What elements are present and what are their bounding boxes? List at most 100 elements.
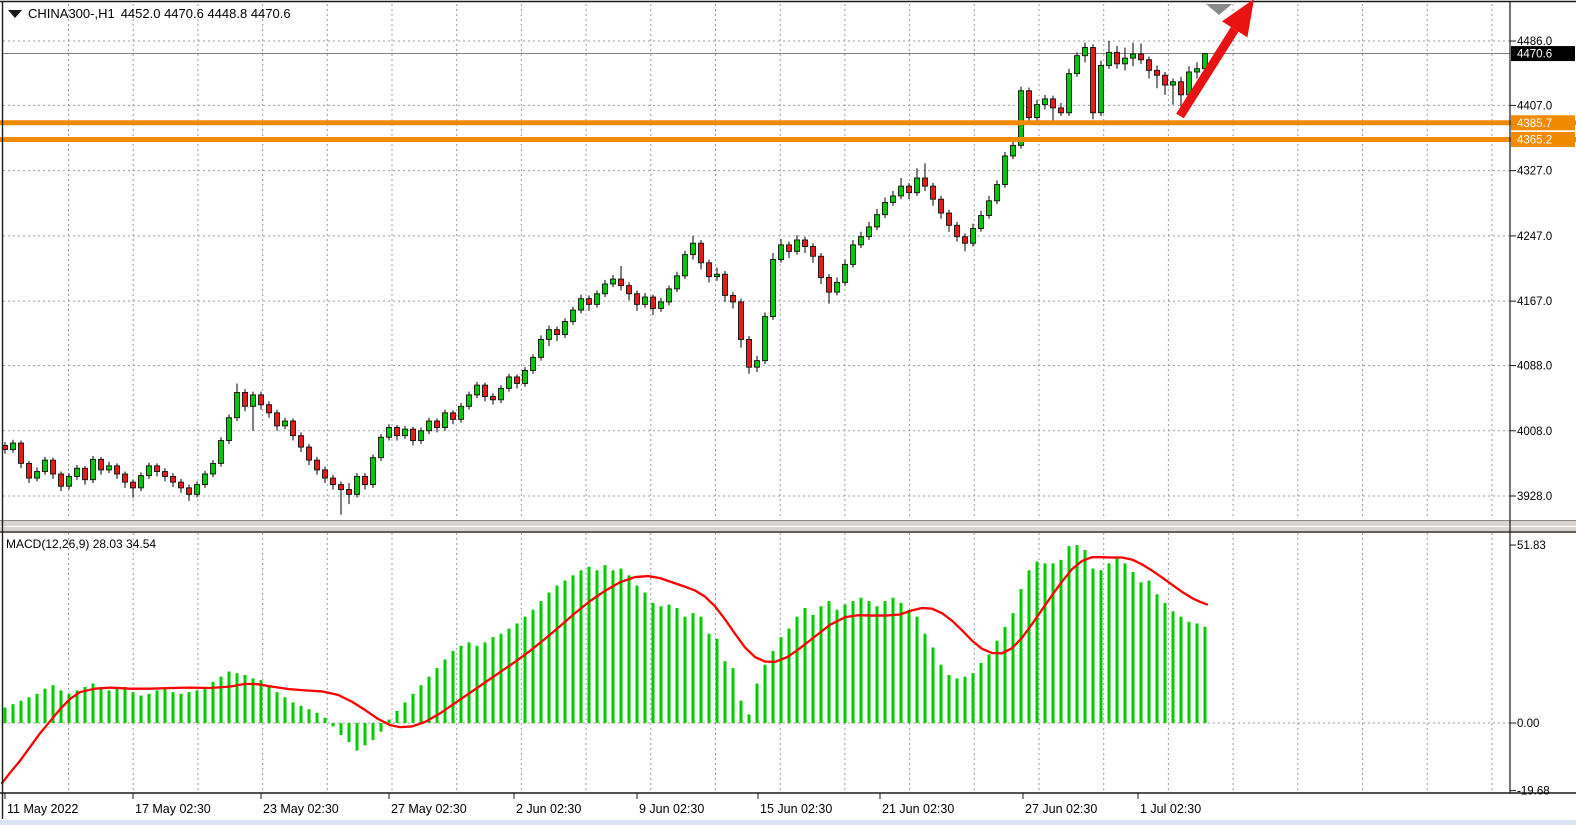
price-axis-label: 4407.0	[1517, 100, 1552, 112]
candle-bullish	[1194, 68, 1200, 73]
candle-bullish	[1130, 53, 1136, 59]
candle-bullish	[386, 427, 392, 438]
candle-bearish	[2, 444, 8, 450]
time-axis-label: 27 Jun 02:30	[1025, 802, 1097, 816]
candle-bearish	[178, 481, 184, 489]
time-axis-label: 11 May 2022	[7, 802, 78, 816]
candle-bearish	[410, 428, 416, 442]
candle-bearish	[1154, 69, 1160, 76]
candle-bearish	[266, 404, 272, 414]
candle-bullish	[978, 215, 984, 229]
candle-bearish	[186, 487, 192, 495]
candle-bullish	[986, 200, 992, 216]
candle-bullish	[714, 273, 720, 278]
candle-bullish	[970, 228, 976, 244]
candle-bearish	[338, 484, 344, 490]
candle-bearish	[1090, 47, 1096, 114]
candle-bearish	[930, 185, 936, 200]
candle-bullish	[106, 465, 112, 471]
time-axis-label: 17 May 02:30	[135, 802, 211, 816]
candle-bullish	[674, 275, 680, 290]
trend-arrow-head[interactable]	[1222, 0, 1254, 38]
candle-bullish	[1010, 144, 1016, 157]
candle-bullish	[202, 473, 208, 486]
candle-bullish	[538, 338, 544, 358]
candle-bearish	[786, 244, 792, 252]
support-line-badge-label: 4385.7	[1517, 118, 1552, 130]
candle-bearish	[82, 467, 88, 481]
candle-bullish	[1106, 51, 1112, 66]
candle-bullish	[378, 436, 384, 459]
candle-bullish	[218, 440, 224, 464]
candle-bearish	[626, 285, 632, 295]
candle-bullish	[1074, 55, 1080, 75]
candle-bearish	[1146, 59, 1152, 71]
candle-bearish	[130, 481, 136, 489]
candle-bullish	[282, 420, 288, 427]
time-axis-label: 23 May 02:30	[263, 802, 339, 816]
candle-bearish	[698, 242, 704, 264]
candle-bearish	[98, 458, 104, 471]
candle-bullish	[194, 484, 200, 495]
support-line-badge-label: 4365.2	[1517, 135, 1552, 147]
candle-bullish	[522, 369, 528, 384]
candle-bearish	[634, 293, 640, 305]
candle-bullish	[754, 360, 760, 368]
candle-bullish	[834, 281, 840, 293]
candle-bullish	[610, 278, 616, 285]
candle-bearish	[738, 301, 744, 340]
candle-bullish	[890, 195, 896, 203]
window-bottom-edge	[0, 820, 1576, 825]
support-line-badge	[1511, 115, 1575, 131]
candle-bearish	[298, 435, 304, 448]
candle-bullish	[1042, 98, 1048, 106]
candle-bullish	[794, 239, 800, 252]
macd-axis-label: 0.00	[1517, 718, 1539, 730]
candle-bearish	[618, 278, 624, 287]
price-axis-label: 4247.0	[1517, 231, 1552, 243]
symbol-dropdown-icon	[8, 10, 22, 18]
candle-bullish	[594, 293, 600, 305]
candle-bullish	[1082, 47, 1088, 57]
candle-bearish	[482, 384, 488, 397]
candle-bearish	[722, 273, 728, 296]
macd-axis-label: -19.68	[1517, 786, 1550, 798]
candle-bearish	[746, 338, 752, 368]
candle-bullish	[562, 321, 568, 336]
price-axis-label: 4486.0	[1517, 36, 1552, 48]
candle-bullish	[10, 442, 16, 450]
candle-bearish	[114, 465, 120, 475]
candle-bearish	[1138, 53, 1144, 61]
candle-bearish	[242, 391, 248, 407]
time-axis-label: 2 Jun 02:30	[516, 802, 581, 816]
time-axis-label: 9 Jun 02:30	[639, 802, 704, 816]
candle-bullish	[778, 244, 784, 260]
candle-bearish	[1026, 90, 1032, 119]
candle-bullish	[858, 236, 864, 246]
candle-bullish	[442, 412, 448, 428]
candle-bearish	[394, 427, 400, 437]
candle-bearish	[306, 446, 312, 461]
candle-bullish	[426, 420, 432, 432]
candle-bullish	[642, 296, 648, 305]
macd-signal-line	[0, 556, 1209, 785]
candle-bullish	[546, 329, 552, 340]
macd-indicator-label: MACD(12,26,9) 28.03 34.54	[6, 537, 157, 551]
trend-arrow-shaft[interactable]	[1176, 26, 1239, 119]
candle-bullish	[666, 288, 672, 303]
candle-bearish	[922, 177, 928, 187]
candle-bearish	[1114, 51, 1120, 65]
candle-bullish	[842, 263, 848, 283]
candle-bullish	[850, 244, 856, 265]
candle-bearish	[434, 420, 440, 428]
candle-bullish	[762, 316, 768, 362]
candle-bearish	[1050, 98, 1056, 109]
time-axis-label: 27 May 02:30	[391, 802, 467, 816]
price-axis-label: 4167.0	[1517, 296, 1552, 308]
candle-bearish	[818, 255, 824, 278]
candle-bullish	[506, 376, 512, 389]
candle-bullish	[1002, 155, 1008, 185]
candle-bullish	[658, 301, 664, 309]
